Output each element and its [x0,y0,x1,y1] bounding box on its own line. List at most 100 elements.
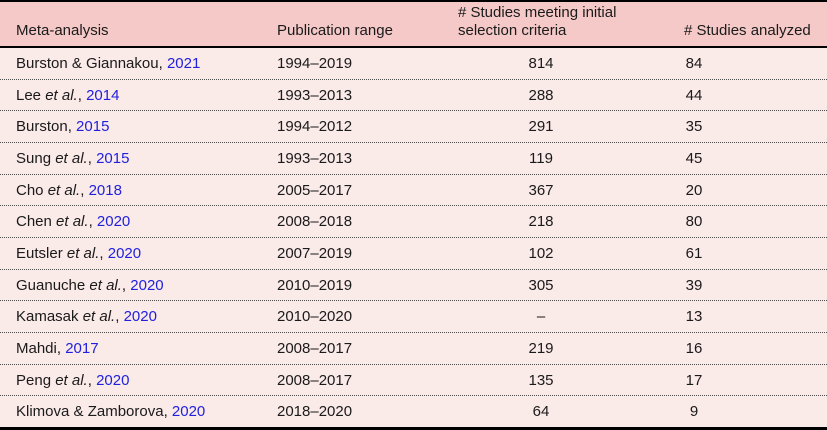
meta-analysis-cell: Sung et al., 2015 [0,150,260,167]
year-link[interactable]: 2020 [123,308,157,326]
meta-analysis-cell: Mahdi, 2017 [0,340,260,357]
author-text: Lee [16,86,46,104]
studies-analyzed-cell: 16 [685,339,703,357]
publication-range-cell: 1994–2019 [277,54,353,72]
table-row: Chen et al., 2020 2008–2018 218 80 [0,206,827,239]
year-link[interactable]: 2015 [76,118,110,136]
separator-text: , [67,118,77,136]
year-link[interactable]: 2020 [96,213,131,231]
studies-initial-cell: – [536,308,546,326]
publication-range-cell: 1993–2013 [277,149,353,167]
studies-initial-cell: 64 [532,403,550,421]
table-header-row: Meta-analysis Publication range # Studie… [0,2,827,48]
column-header-label: # Studies meeting initial selection crite… [458,4,616,42]
author-text: Guanuche [16,276,90,294]
studies-initial-cell: 291 [528,118,554,136]
meta-analysis-cell: Lee et al., 2014 [0,87,260,104]
table-row: Peng et al., 2020 2008–2017 135 17 [0,365,827,397]
header-line-2: selection criteria [458,22,567,40]
year-link[interactable]: 2014 [86,86,120,104]
studies-initial-cell: 367 [528,181,554,199]
studies-initial-cell: 288 [528,86,554,104]
etal-text: et al. [56,213,89,231]
separator-text: , [115,308,124,326]
etal-text: et al. [89,276,122,294]
meta-analysis-cell: Guanuche et al., 2020 [0,277,260,294]
separator-text: , [99,244,108,262]
author-text: Kamasak [16,308,83,326]
etal-text: et al. [47,181,81,199]
studies-analyzed-cell: 13 [685,308,703,326]
publication-range-cell: 2018–2020 [277,403,353,421]
meta-analysis-cell: Klimova & Zamborova, 2020 [0,403,260,420]
studies-initial-cell: 135 [528,371,554,389]
meta-analysis-cell: Burston & Giannakou, 2021 [0,55,260,72]
column-header-label: Publication range [277,22,393,40]
column-header-publication-range: Publication range [260,2,442,46]
studies-analyzed-cell: 44 [685,86,703,104]
year-link[interactable]: 2020 [96,371,130,389]
meta-analysis-cell: Burston, 2015 [0,118,260,135]
year-link[interactable]: 2015 [96,149,130,167]
year-link[interactable]: 2020 [107,244,142,262]
author-text: Burston [16,118,68,136]
studies-initial-cell: 102 [528,244,554,262]
column-header-meta-analysis: Meta-analysis [0,2,260,46]
studies-initial-cell: 219 [528,339,554,357]
year-link[interactable]: 2018 [88,181,122,199]
header-line-1: # Studies meeting initial [458,3,617,21]
year-link[interactable]: 2020 [130,276,164,294]
meta-analysis-cell: Kamasak et al., 2020 [0,308,260,325]
meta-analysis-cell: Peng et al., 2020 [0,372,260,389]
etal-text: et al. [55,149,88,167]
author-text: Chen [16,213,57,231]
year-link[interactable]: 2021 [166,54,201,72]
author-text: Mahdi [16,339,57,357]
column-header-label: Meta-analysis [16,22,109,40]
etal-text: et al. [55,371,88,389]
table-row: Burston & Giannakou, 2021 1994–2019 814 … [0,48,827,80]
studies-analyzed-cell: 80 [685,213,703,231]
author-text: Sung [16,149,56,167]
author-text: Burston & Giannakou [16,54,159,72]
table-row: Kamasak et al., 2020 2010–2020 – 13 [0,301,827,334]
author-text: Peng [16,371,56,389]
studies-analyzed-cell: 84 [685,54,703,72]
studies-initial-cell: 814 [528,54,554,72]
meta-analysis-cell: Eutsler et al., 2020 [0,245,260,262]
year-link[interactable]: 2020 [171,403,206,421]
table-row: Sung et al., 2015 1993–2013 119 45 [0,143,827,175]
publication-range-cell: 2010–2019 [277,276,353,294]
table-row: Mahdi, 2017 2008–2017 219 16 [0,333,827,365]
etal-text: et al. [82,308,116,326]
publication-range-cell: 2008–2018 [277,213,353,231]
separator-text: , [87,149,97,167]
publication-range-cell: 2005–2017 [277,181,353,199]
table-row: Guanuche et al., 2020 2010–2019 305 39 [0,270,827,302]
table-body: Burston & Giannakou, 2021 1994–2019 814 … [0,48,827,427]
separator-text: , [88,213,97,231]
studies-analyzed-cell: 61 [685,244,703,262]
column-header-label: # Studies analyzed [684,22,811,40]
publication-range-cell: 1993–2013 [277,86,353,104]
meta-analysis-cell: Chen et al., 2020 [0,213,260,230]
publication-range-cell: 2007–2019 [277,244,353,262]
column-header-studies-initial: # Studies meeting initial selection crite… [442,2,640,46]
author-text: Cho [16,181,48,199]
table-row: Klimova & Zamborova, 2020 2018–2020 64 9 [0,396,827,427]
year-link[interactable]: 2017 [65,339,99,357]
studies-analyzed-cell: 35 [685,118,703,136]
studies-analyzed-cell: 9 [689,403,699,421]
publication-range-cell: 1994–2012 [277,118,353,136]
column-header-studies-analyzed: # Studies analyzed [640,2,827,46]
studies-initial-cell: 305 [528,276,554,294]
studies-analyzed-cell: 20 [685,181,703,199]
studies-initial-cell: 119 [529,149,553,167]
etal-text: et al. [45,86,78,104]
meta-analysis-cell: Cho et al., 2018 [0,182,260,199]
table-row: Lee et al., 2014 1993–2013 288 44 [0,80,827,112]
etal-text: et al. [66,244,100,262]
publication-range-cell: 2008–2017 [277,371,353,389]
publication-range-cell: 2008–2017 [277,339,353,357]
